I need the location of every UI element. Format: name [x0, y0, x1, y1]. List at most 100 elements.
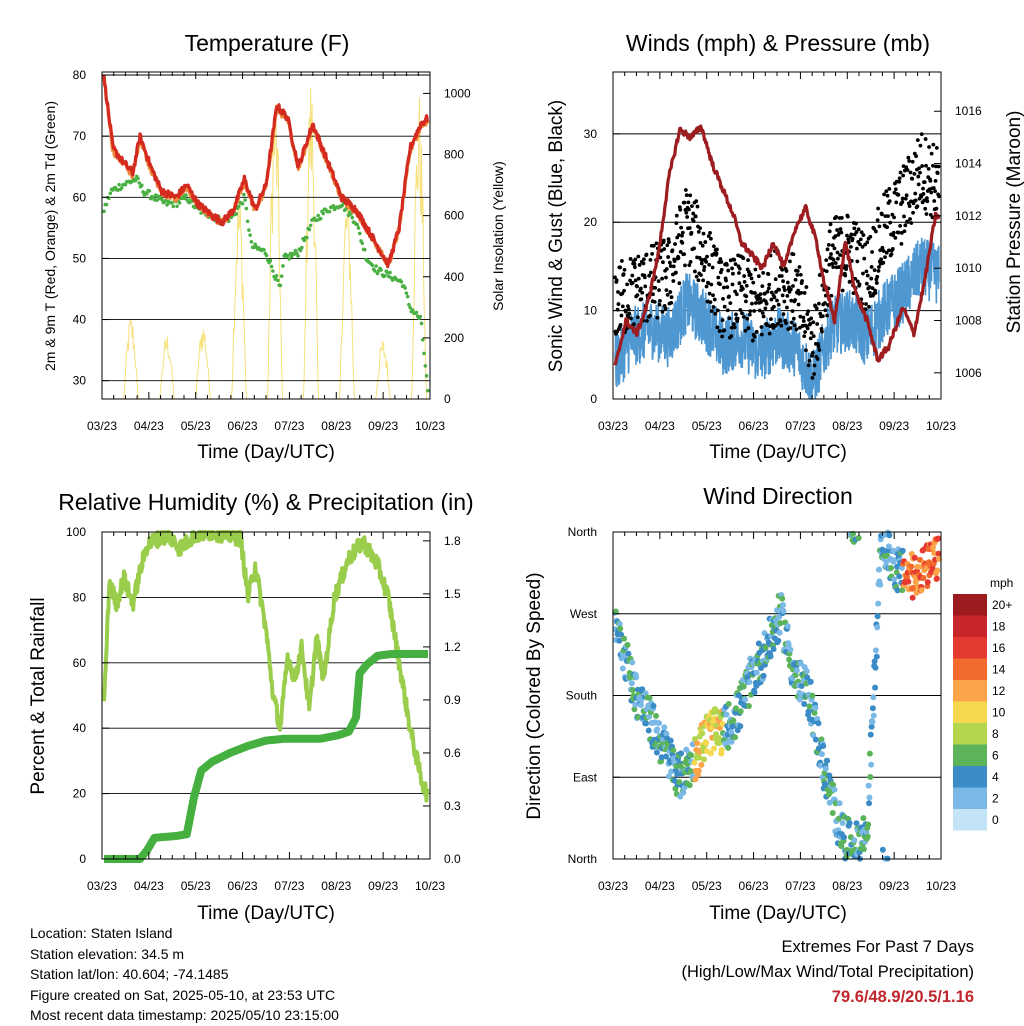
dewpoint-point: [248, 233, 252, 237]
direction-point: [730, 717, 737, 724]
gust-point: [936, 164, 941, 169]
gust-point: [833, 261, 838, 265]
colorbar-swatch: [953, 723, 987, 745]
dewpoint-point: [302, 238, 307, 243]
gust-point: [761, 314, 766, 319]
gust-point: [893, 235, 898, 240]
gust-point: [716, 275, 721, 280]
gust-point: [748, 309, 753, 314]
temperature-gridlines: [102, 74, 430, 382]
direction-point: [866, 800, 873, 807]
humidity-y-label: Percent & Total Rainfall: [28, 597, 49, 794]
direction-point: [840, 834, 847, 841]
gust-point: [806, 309, 811, 314]
x-tick-label: 10/23: [926, 879, 956, 893]
gust-point: [870, 250, 874, 254]
colorbar-label: 0: [992, 813, 999, 827]
dewpoint-point: [177, 201, 182, 205]
gust-point: [760, 311, 765, 315]
gust-point: [711, 305, 716, 309]
dewpoint-point: [407, 302, 411, 307]
y-tick-label: 0: [590, 392, 597, 406]
gust-point: [751, 280, 756, 285]
gust-point: [792, 323, 797, 328]
wind-direction-title: Wind Direction: [703, 483, 853, 509]
gust-point: [775, 298, 779, 303]
direction-point: [776, 629, 783, 636]
gust-point: [855, 279, 860, 284]
direction-point: [804, 674, 811, 681]
gust-point: [742, 274, 747, 278]
direction-point: [633, 674, 640, 681]
gust-point: [867, 304, 871, 309]
gust-point: [864, 269, 869, 274]
gust-point: [910, 159, 915, 164]
gust-point: [869, 265, 874, 269]
gust-point: [827, 229, 832, 234]
gust-point: [742, 280, 747, 284]
gust-point: [620, 259, 624, 263]
gust-point: [645, 318, 649, 323]
gust-point: [698, 240, 703, 245]
direction-point: [688, 752, 695, 759]
gust-point: [721, 296, 725, 301]
dewpoint-point: [357, 231, 362, 236]
dewpoint-point: [242, 192, 246, 197]
direction-point: [818, 736, 825, 743]
direction-point: [908, 563, 915, 570]
x-tick-label: 09/23: [879, 879, 909, 893]
gust-point: [840, 288, 845, 293]
dewpoint-point: [287, 257, 292, 261]
gust-point: [921, 186, 925, 191]
gust-point: [902, 214, 906, 219]
direction-point: [860, 846, 867, 853]
direction-point: [787, 646, 794, 653]
gust-point: [667, 240, 671, 244]
gust-point: [799, 290, 804, 295]
gust-point: [880, 212, 884, 217]
gust-point: [808, 322, 813, 326]
gust-point: [618, 323, 623, 327]
gust-point: [812, 363, 817, 368]
gust-point: [808, 336, 813, 341]
gust-point: [635, 293, 640, 298]
humidity-precip-panel: Relative Humidity (%) & Precipitation (i…: [28, 489, 474, 924]
gust-point: [630, 280, 635, 285]
direction-point: [883, 558, 890, 565]
gust-point: [933, 178, 938, 183]
colorbar-label: 12: [992, 684, 1006, 698]
direction-point: [869, 718, 876, 725]
gust-point: [666, 255, 671, 259]
dewpoint-point: [234, 212, 239, 216]
gust-point: [781, 312, 786, 317]
gust-point: [802, 291, 807, 295]
gust-point: [795, 269, 800, 273]
gust-point: [791, 252, 796, 257]
gust-point: [805, 326, 810, 331]
dewpoint-point: [426, 388, 430, 393]
direction-point: [645, 727, 652, 734]
gust-point: [743, 328, 748, 333]
dewpoint-point: [243, 198, 247, 202]
gust-point: [632, 265, 637, 270]
direction-point: [670, 747, 677, 754]
gust-point: [665, 243, 670, 248]
dewpoint-point: [244, 206, 249, 211]
gust-point: [701, 231, 706, 236]
gust-point: [708, 300, 713, 305]
gust-point: [614, 278, 619, 282]
dewpoint-point: [399, 279, 404, 284]
gust-point: [861, 233, 866, 237]
gust-point: [784, 269, 789, 273]
gust-point: [744, 294, 749, 299]
gust-point: [797, 265, 802, 269]
direction-point: [818, 751, 825, 758]
gust-point: [874, 281, 879, 285]
x-tick-label: 07/23: [274, 419, 304, 433]
direction-point: [855, 534, 862, 541]
gust-point: [725, 308, 730, 313]
gust-point: [687, 263, 692, 268]
gust-point: [906, 155, 911, 160]
gust-point: [748, 272, 753, 277]
gust-point: [778, 319, 783, 323]
